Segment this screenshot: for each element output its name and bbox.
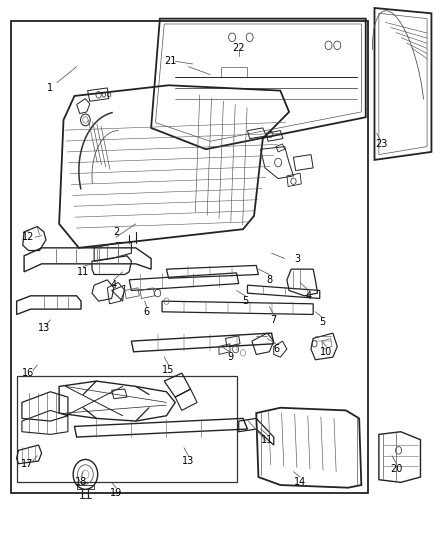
Text: 4: 4: [306, 291, 312, 301]
Text: 1: 1: [47, 83, 53, 93]
Text: 22: 22: [233, 43, 245, 53]
Text: 23: 23: [375, 139, 387, 149]
Text: 11: 11: [261, 435, 273, 445]
Text: 16: 16: [22, 368, 35, 378]
Text: 15: 15: [162, 366, 175, 375]
Text: 5: 5: [319, 318, 325, 327]
Text: 7: 7: [271, 315, 277, 325]
Text: 10: 10: [320, 347, 332, 357]
Text: 13: 13: [38, 323, 50, 333]
Text: 13: 13: [182, 456, 194, 466]
Text: 2: 2: [113, 227, 119, 237]
Text: 18: 18: [75, 478, 87, 487]
Text: 8: 8: [266, 275, 272, 285]
Text: 12: 12: [22, 232, 35, 242]
Text: 9: 9: [227, 352, 233, 362]
Text: 17: 17: [21, 459, 34, 469]
Text: 11: 11: [77, 267, 89, 277]
Text: 6: 6: [273, 344, 279, 354]
Text: 5: 5: [242, 296, 248, 306]
Text: 21: 21: [165, 56, 177, 66]
Text: 20: 20: [390, 464, 403, 474]
Text: 3: 3: [295, 254, 301, 263]
Text: 14: 14: [294, 478, 306, 487]
Text: 4: 4: [111, 280, 117, 290]
Text: 6: 6: [144, 307, 150, 317]
Text: 19: 19: [110, 488, 122, 498]
